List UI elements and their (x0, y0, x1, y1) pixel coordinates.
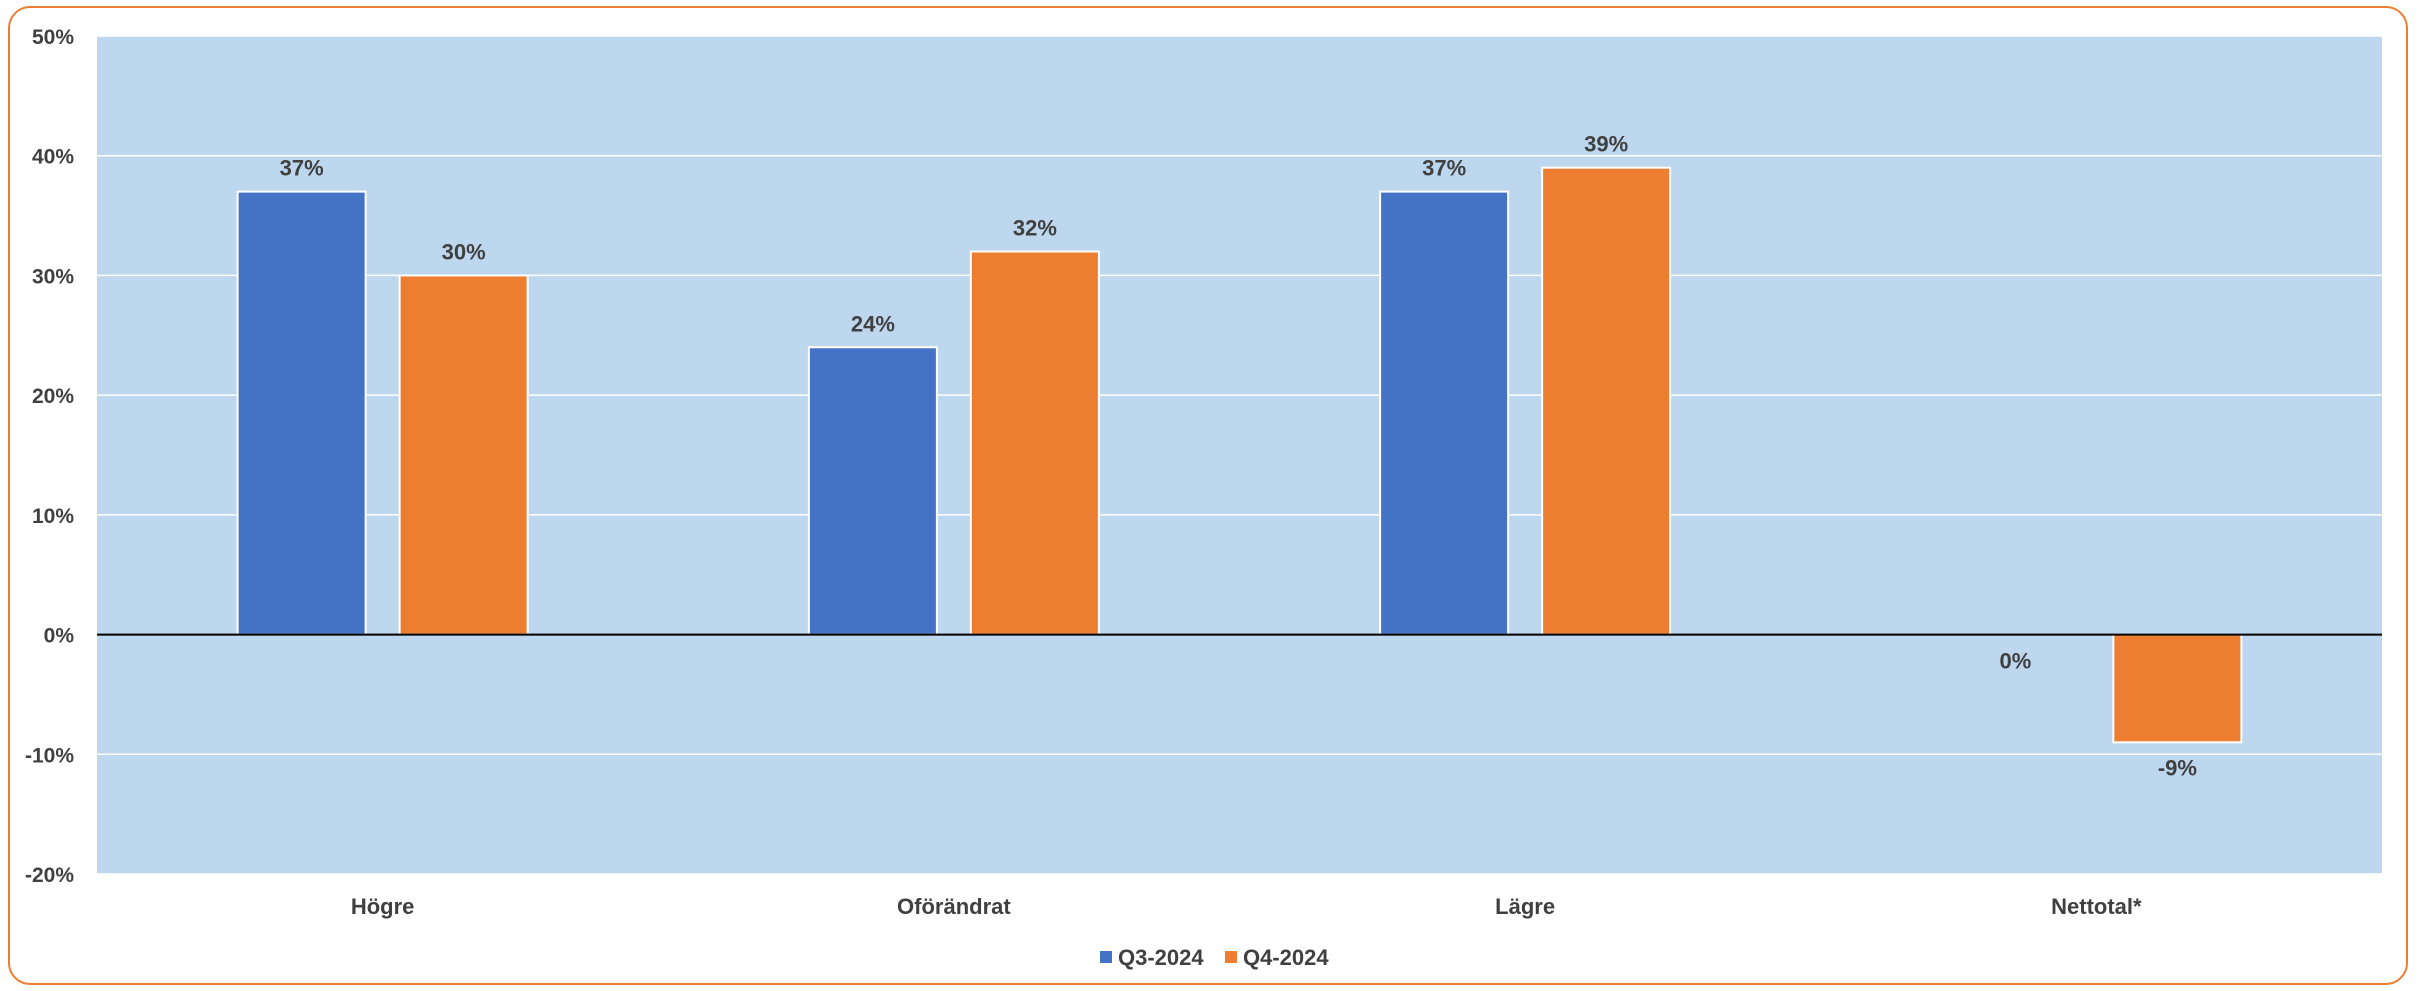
data-label: 37% (1422, 156, 1466, 181)
category-label: Högre (351, 894, 415, 919)
legend-swatch (1100, 951, 1112, 963)
legend-label: Q4-2024 (1243, 945, 1329, 970)
bar (236, 190, 367, 636)
data-label: 24% (851, 311, 895, 336)
category-label: Oförändrat (897, 894, 1011, 919)
bar (398, 274, 529, 636)
data-labels: 37% 30% 24% 32% 37% 39% 0% -9% (280, 132, 2197, 781)
y-tick-label: 40% (32, 146, 74, 169)
legend-swatch (1225, 951, 1237, 963)
data-label: 32% (1013, 215, 1057, 240)
category-label: Nettotal* (2051, 894, 2142, 919)
data-label: 0% (1999, 649, 2031, 674)
bar (807, 346, 938, 636)
y-tick-label: 50% (32, 26, 74, 49)
y-tick-label: -20% (25, 864, 74, 887)
legend-label: Q3-2024 (1118, 945, 1204, 970)
data-label: -9% (2158, 755, 2197, 780)
gridlines (97, 35, 2382, 875)
y-tick-label: 20% (32, 385, 74, 408)
category-label: Lägre (1495, 894, 1555, 919)
y-tick-label: 10% (32, 505, 74, 528)
data-label: 30% (442, 239, 486, 264)
bar (1541, 166, 1672, 636)
bar (2112, 633, 2243, 744)
bar (1379, 190, 1510, 636)
data-label: 39% (1584, 132, 1628, 157)
bar (969, 250, 1100, 636)
y-tick-label: -10% (25, 744, 74, 767)
y-tick-label: 0% (44, 625, 75, 648)
legend: Q3-2024 Q4-2024 (1100, 945, 1329, 970)
y-tick-label: 30% (32, 265, 74, 288)
x-axis-categories: Högre Oförändrat Lägre Nettotal* (351, 894, 2142, 919)
data-label: 37% (280, 156, 324, 181)
y-axis-ticks: 50% 40% 30% 20% 10% 0% -10% -20% (25, 26, 74, 887)
